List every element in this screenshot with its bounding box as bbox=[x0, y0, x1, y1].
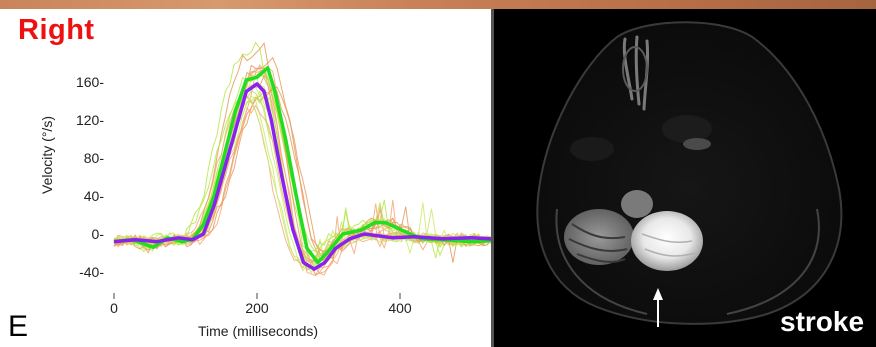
y-tick-label: 40- bbox=[84, 188, 105, 204]
velocity-chart-panel: -40-0-40-80-120-160- 0200400600 Time (mi… bbox=[0, 9, 494, 347]
y-tick-label: 80- bbox=[84, 150, 105, 166]
velocity-chart: -40-0-40-80-120-160- 0200400600 Time (mi… bbox=[39, 41, 491, 339]
series-line-mean-purple bbox=[113, 82, 491, 271]
trial-trace bbox=[113, 95, 491, 270]
y-tick-label: 120- bbox=[76, 112, 104, 128]
brainstem bbox=[621, 190, 653, 218]
x-axis-label: Time (milliseconds) bbox=[198, 323, 318, 339]
y-tick-label: 0- bbox=[92, 226, 105, 242]
mri-image-panel: stroke bbox=[497, 9, 876, 347]
panel-letter: E bbox=[8, 310, 29, 343]
panel-side-label: Right bbox=[18, 14, 95, 46]
trial-trace bbox=[113, 41, 491, 269]
x-tick-label: 200 bbox=[245, 300, 269, 316]
mri-brain-image bbox=[536, 21, 843, 327]
stroke-label: stroke bbox=[780, 306, 865, 337]
x-tick-label: 400 bbox=[388, 300, 412, 316]
trial-trace bbox=[113, 42, 491, 263]
y-axis-label: Velocity (°/s) bbox=[39, 116, 55, 194]
trial-trace bbox=[113, 90, 491, 260]
head-outline bbox=[536, 21, 843, 325]
y-tick-label: -40- bbox=[79, 264, 104, 280]
x-tick-label: 0 bbox=[110, 300, 118, 316]
top-image-strip bbox=[0, 0, 876, 9]
y-tick-label: 160- bbox=[76, 74, 104, 90]
